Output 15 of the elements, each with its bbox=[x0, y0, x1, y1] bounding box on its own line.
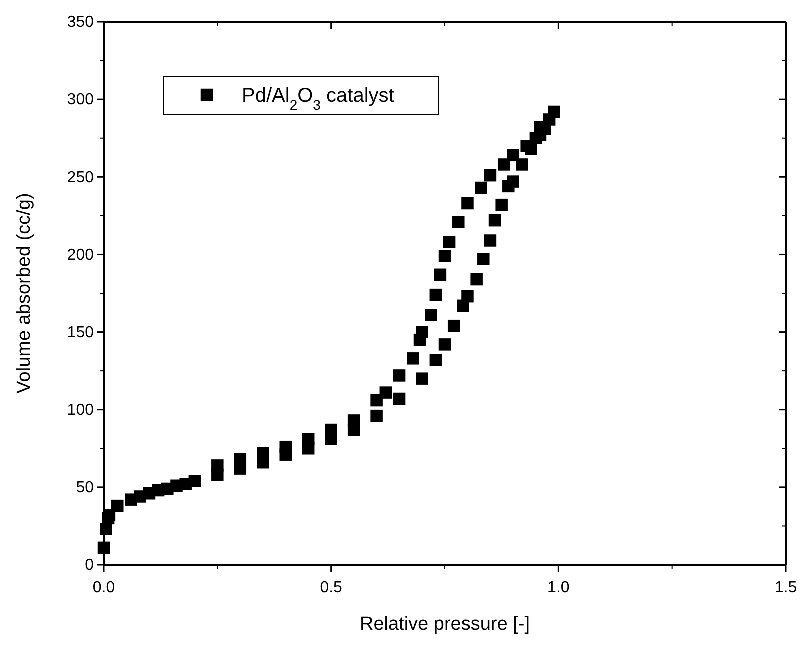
y-axis-title: Volume absorbed (cc/g) bbox=[14, 193, 35, 394]
x-tick-label: 1.5 bbox=[774, 580, 798, 597]
x-tick-label: 1.0 bbox=[548, 580, 570, 597]
x-tick-label: 0.0 bbox=[92, 580, 116, 597]
y-tick-label: 100 bbox=[67, 402, 94, 419]
y-tick-label: 50 bbox=[76, 480, 94, 497]
y-tick-label: 0 bbox=[85, 557, 94, 574]
y-tick-label: 300 bbox=[67, 92, 94, 109]
x-tick-label: 0.5 bbox=[320, 580, 343, 597]
legend-label: Pd/Al$_{2}$O$_{3}$ catalyst bbox=[242, 85, 395, 113]
y-tick-label: 200 bbox=[67, 246, 94, 264]
x-axis-title: Relative pressure [-] bbox=[360, 614, 530, 635]
y-tick-label: 250 bbox=[67, 169, 94, 186]
y-tick-label: 350 bbox=[67, 14, 94, 32]
y-tick-label: 150 bbox=[67, 324, 94, 342]
